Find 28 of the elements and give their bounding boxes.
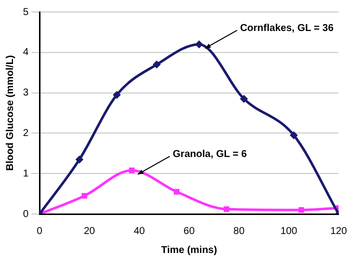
x-tick-label: 0 xyxy=(36,226,43,237)
y-tick-label: 5 xyxy=(23,6,29,18)
point xyxy=(128,168,135,174)
y-axis-title: Blood Glucose (mmol/L) xyxy=(4,55,16,171)
x-tick-label: 120 xyxy=(330,226,348,237)
x-tick-label: 20 xyxy=(84,226,96,237)
x-tick-label: 100 xyxy=(280,226,298,237)
point xyxy=(112,90,121,99)
point xyxy=(290,131,298,140)
annotation: Granola, GL = 6 xyxy=(172,149,248,160)
y-tick-label: 3 xyxy=(23,88,29,99)
x-tick-label: 80 xyxy=(233,226,245,237)
point xyxy=(240,94,248,103)
y-tick-label: 2 xyxy=(23,128,29,139)
x-axis-title: Time (mins) xyxy=(161,244,218,256)
y-tick-label: 0 xyxy=(23,208,29,220)
point xyxy=(152,60,161,69)
y-tick-label: 1 xyxy=(23,168,29,180)
y-tick-label: 4 xyxy=(23,47,29,58)
x-tick-label: 60 xyxy=(184,226,196,237)
point xyxy=(224,206,230,212)
point xyxy=(174,188,180,195)
x-tick-label: 40 xyxy=(134,226,146,237)
point xyxy=(82,192,88,199)
point xyxy=(298,207,304,213)
point xyxy=(75,155,84,164)
point xyxy=(195,40,204,48)
annotation: Cornflakes, GL = 36 xyxy=(240,23,334,34)
